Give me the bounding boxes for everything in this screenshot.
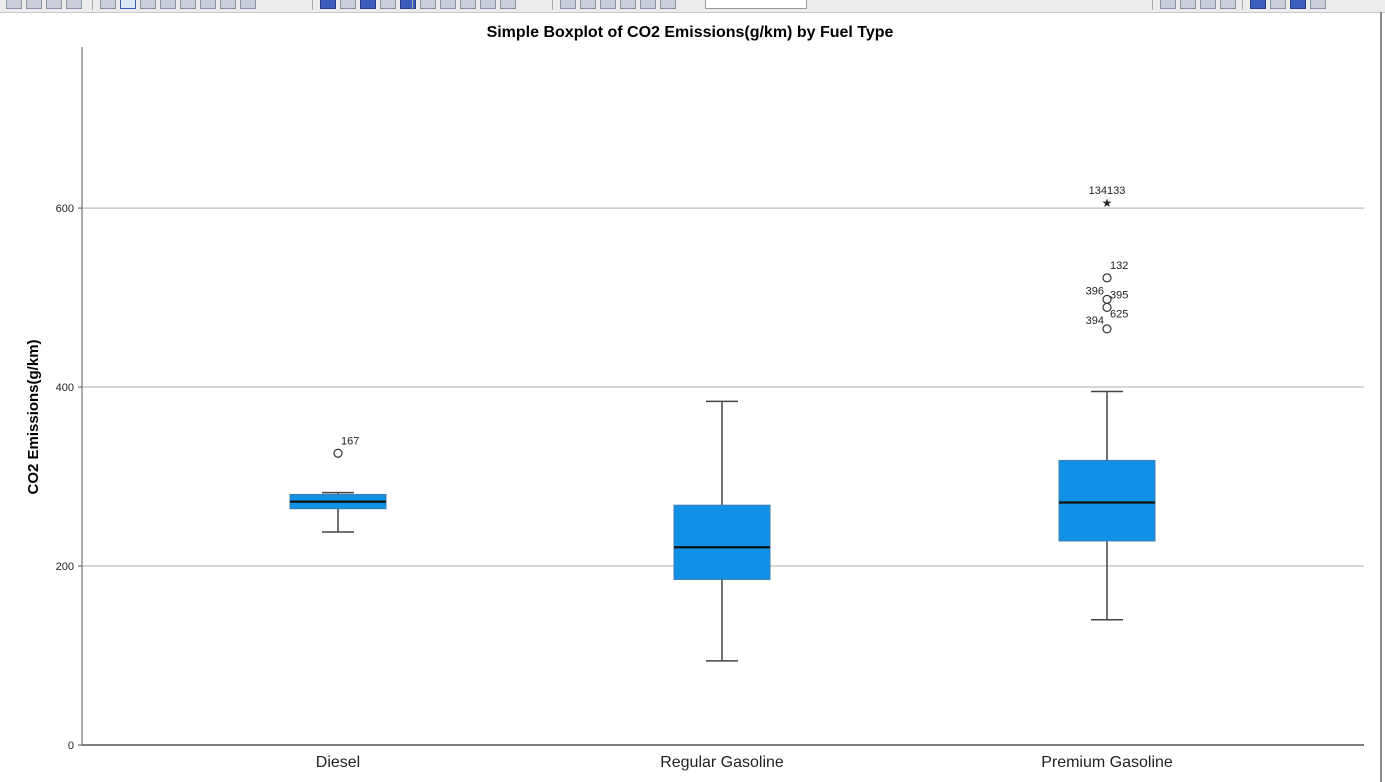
outlier-label: 132 bbox=[1110, 260, 1128, 272]
toolbar-separator bbox=[312, 0, 313, 10]
toolbar-button-insert-4[interactable] bbox=[480, 0, 496, 9]
font-size-field[interactable] bbox=[705, 0, 807, 9]
toolbar-button-align-4[interactable] bbox=[1220, 0, 1236, 9]
extreme-star: ★ bbox=[1102, 196, 1113, 210]
toolbar-button-chart-elements-3[interactable] bbox=[360, 0, 376, 9]
toolbar-button-edit-4[interactable] bbox=[160, 0, 176, 9]
toolbar-button-edit-1[interactable] bbox=[100, 0, 116, 9]
toolbar-separator bbox=[1242, 0, 1243, 10]
toolbar-button-insert-1[interactable] bbox=[420, 0, 436, 9]
toolbar-group-nav bbox=[6, 0, 82, 10]
y-tick-label: 0 bbox=[68, 740, 74, 752]
toolbar-group-format bbox=[560, 0, 676, 10]
toolbar-button-format-6[interactable] bbox=[660, 0, 676, 9]
outlier-circle bbox=[333, 448, 343, 458]
toolbar-button-layout-4[interactable] bbox=[1310, 0, 1326, 9]
toolbar-button-edit-5[interactable] bbox=[180, 0, 196, 9]
chart-title: Simple Boxplot of CO2 Emissions(g/km) by… bbox=[487, 24, 894, 41]
toolbar-button-edit-2[interactable] bbox=[120, 0, 136, 9]
box-diesel: 167 bbox=[289, 435, 387, 533]
toolbar-separator bbox=[552, 0, 553, 10]
toolbar-button-insert-2[interactable] bbox=[440, 0, 456, 9]
outlier-label: 167 bbox=[341, 435, 359, 447]
toolbar-button-nav-1[interactable] bbox=[6, 0, 22, 9]
outlier-label: 625 bbox=[1110, 308, 1128, 320]
y-axis: 0 200 400 600 bbox=[56, 47, 83, 752]
toolbar-group-layout bbox=[1250, 0, 1326, 10]
toolbar-button-format-5[interactable] bbox=[640, 0, 656, 9]
toolbar-button-chart-elements-1[interactable] bbox=[320, 0, 336, 9]
outlier-label: 395 bbox=[1110, 289, 1128, 301]
x-axis: Diesel Regular Gasoline Premium Gasoline bbox=[82, 744, 1364, 771]
box-premium-gasoline: ★134133 132 396 395 394 625 bbox=[1058, 185, 1156, 621]
toolbar-button-edit-6[interactable] bbox=[200, 0, 216, 9]
toolbar-separator bbox=[412, 0, 413, 10]
toolbar-group-align bbox=[1160, 0, 1236, 10]
toolbar-button-layout-1[interactable] bbox=[1250, 0, 1266, 9]
toolbar-button-chart-elements-2[interactable] bbox=[340, 0, 356, 9]
toolbar-button-nav-4[interactable] bbox=[66, 0, 82, 9]
toolbar-button-format-4[interactable] bbox=[620, 0, 636, 9]
toolbar-button-insert-3[interactable] bbox=[460, 0, 476, 9]
outlier-label: 396 bbox=[1086, 285, 1104, 297]
toolbar-button-edit-8[interactable] bbox=[240, 0, 256, 9]
toolbar-separator bbox=[1152, 0, 1153, 10]
toolbar-button-edit-7[interactable] bbox=[220, 0, 236, 9]
y-tick-label: 400 bbox=[56, 382, 74, 394]
toolbar-button-align-3[interactable] bbox=[1200, 0, 1216, 9]
toolbar-button-insert-5[interactable] bbox=[500, 0, 516, 9]
window-edge bbox=[1380, 12, 1382, 782]
boxplot-chart: Simple Boxplot of CO2 Emissions(g/km) by… bbox=[25, 24, 1364, 771]
toolbar-button-format-3[interactable] bbox=[600, 0, 616, 9]
y-axis-label: CO2 Emissions(g/km) bbox=[25, 339, 42, 494]
toolbar-button-align-1[interactable] bbox=[1160, 0, 1176, 9]
toolbar-group-chart-elements bbox=[320, 0, 436, 10]
toolbar-button-align-2[interactable] bbox=[1180, 0, 1196, 9]
y-tick-label: 600 bbox=[56, 203, 74, 215]
x-tick-label: Diesel bbox=[316, 754, 360, 771]
y-tick-label: 200 bbox=[56, 561, 74, 573]
toolbar-button-chart-elements-5[interactable] bbox=[400, 0, 416, 9]
x-tick-label: Regular Gasoline bbox=[660, 754, 784, 771]
iqr-box bbox=[673, 504, 771, 580]
toolbar-button-edit-3[interactable] bbox=[140, 0, 156, 9]
toolbar-button-nav-2[interactable] bbox=[26, 0, 42, 9]
outlier-circle bbox=[1102, 324, 1112, 334]
x-tick-label: Premium Gasoline bbox=[1041, 754, 1173, 771]
toolbar-button-layout-3[interactable] bbox=[1290, 0, 1306, 9]
toolbar-button-format-1[interactable] bbox=[560, 0, 576, 9]
toolbar-button-nav-3[interactable] bbox=[46, 0, 62, 9]
box-regular-gasoline bbox=[673, 400, 771, 662]
toolbar-button-format-2[interactable] bbox=[580, 0, 596, 9]
toolbar-button-chart-elements-4[interactable] bbox=[380, 0, 396, 9]
toolbar-separator bbox=[92, 0, 93, 10]
spss-toolbar bbox=[0, 0, 1385, 13]
outlier-circle bbox=[1102, 273, 1112, 283]
outlier-label: 134133 bbox=[1089, 185, 1126, 197]
toolbar-group-insert bbox=[420, 0, 516, 10]
toolbar-group-edit bbox=[100, 0, 256, 10]
outlier-circle bbox=[1102, 302, 1112, 313]
toolbar-button-layout-2[interactable] bbox=[1270, 0, 1286, 9]
outlier-label: 394 bbox=[1086, 315, 1104, 327]
iqr-box bbox=[1058, 459, 1156, 542]
boxes: 167 ★134133 132 396 395 394 625 bbox=[289, 185, 1156, 662]
